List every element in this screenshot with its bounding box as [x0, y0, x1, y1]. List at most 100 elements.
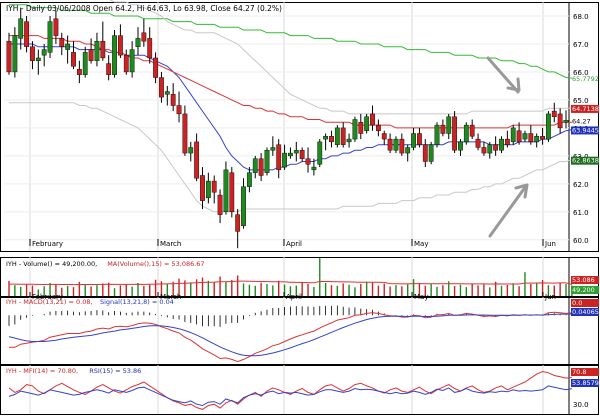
candle-body — [71, 52, 76, 67]
value-tag — [571, 126, 599, 135]
candle-body — [30, 46, 35, 61]
candle-body — [546, 113, 551, 140]
month-label: April — [286, 240, 302, 248]
month-label: May — [414, 240, 428, 248]
candle-body — [141, 32, 147, 42]
candle-body — [469, 124, 475, 137]
month-label: March — [160, 240, 181, 248]
candle-body — [211, 180, 217, 193]
annotation-arrowhead — [523, 183, 529, 199]
value-tag-text: 63.9445 — [572, 126, 599, 134]
volume-panel: IYH - Volume() = 49,200.00, MA(Volume(),1… — [0, 257, 599, 301]
candle-body — [217, 194, 223, 215]
candle-body — [522, 133, 528, 140]
candle-body — [329, 136, 334, 143]
candle-body — [305, 158, 311, 165]
candle-body — [352, 119, 358, 140]
mfi-rsi-legend: IYH - MFI(14) = 70.80, — [6, 367, 78, 375]
candle-body — [311, 166, 317, 171]
candle-body — [194, 141, 200, 179]
value-tag — [571, 286, 599, 294]
volume-legend: MA(Volume(),15) = 53,086.67 — [107, 260, 204, 268]
candle-body — [264, 150, 270, 173]
candle-body — [59, 38, 65, 47]
candle-body — [153, 57, 158, 78]
value-tag-text: 53.086 — [572, 276, 595, 284]
annotation-arrowhead — [514, 183, 529, 190]
candle-body — [364, 116, 370, 131]
indicator-line-rsi — [8, 385, 572, 407]
annotation-arrowhead — [506, 86, 521, 92]
candle-body — [563, 120, 569, 123]
value-tag — [571, 379, 599, 387]
candle-body — [458, 141, 463, 151]
candle-body — [534, 136, 540, 143]
candle-body — [6, 40, 12, 73]
candle-body — [176, 105, 182, 115]
candle-body — [88, 49, 94, 61]
candle-body — [387, 138, 393, 151]
y-tick-label: 30.0 — [573, 401, 589, 409]
candle-body — [129, 49, 135, 73]
y-tick-label: 62.0 — [573, 181, 589, 189]
candle-body — [510, 127, 516, 143]
candle-body — [276, 144, 282, 171]
value-tag-text: 64.27 — [572, 117, 591, 125]
value-tag-text: 70.8 — [572, 368, 586, 376]
candle-body — [528, 133, 534, 143]
candle-body — [18, 18, 24, 39]
y-tick-label: 60.0 — [573, 237, 589, 245]
value-tag-text: 0.040650 — [572, 308, 600, 316]
candle-body — [258, 158, 264, 176]
candle-body — [551, 110, 557, 117]
candle-body — [516, 130, 522, 143]
candle-body — [481, 147, 487, 154]
candle-body — [411, 133, 416, 148]
candle-body — [188, 147, 194, 154]
annotation-arrow-up — [488, 184, 528, 238]
candle-body — [147, 38, 153, 59]
y-tick-label: 66.0 — [573, 69, 589, 77]
candle-body — [182, 113, 188, 154]
candle-body — [346, 138, 352, 143]
candle-body — [229, 172, 235, 213]
y-tick-label: 61.0 — [573, 209, 589, 217]
candle-body — [270, 147, 276, 151]
candle-body — [200, 175, 205, 201]
candle-body — [370, 113, 375, 126]
candle-body — [112, 35, 117, 75]
overlay-line-ma_long — [9, 4, 572, 79]
chart-header: IYH - Daily 03/06/2008 Open 64.2, Hi 64.… — [6, 4, 282, 13]
candle-body — [24, 21, 29, 47]
candle-body — [487, 144, 493, 154]
candle-body — [340, 127, 346, 145]
candle-body — [106, 63, 112, 75]
candle-body — [241, 186, 246, 227]
candle-body — [123, 54, 129, 73]
candle-body — [540, 136, 545, 140]
candle-body — [428, 144, 434, 162]
value-tag — [571, 368, 599, 376]
value-tag — [571, 308, 599, 316]
candle-body — [499, 138, 504, 151]
candle-body — [434, 124, 440, 145]
candle-body — [65, 43, 71, 50]
candle-body — [317, 141, 323, 165]
candle-body — [135, 38, 141, 47]
candle-body — [246, 172, 252, 187]
candle-body — [452, 116, 457, 151]
candle-body — [53, 18, 59, 36]
value-tag — [571, 156, 599, 165]
overlay-line-band_lower — [9, 102, 573, 213]
y-tick-label: 65.0 — [573, 97, 589, 105]
candle-body — [235, 214, 241, 232]
candle-body — [223, 169, 229, 213]
candle-body — [463, 124, 469, 143]
candle-body — [94, 40, 100, 61]
candle-body — [393, 138, 399, 151]
candle-body — [35, 57, 41, 61]
value-tag-text: 0.0 — [572, 299, 582, 307]
candle-body — [422, 144, 428, 162]
candle-body — [358, 122, 364, 134]
panel-border — [0, 297, 599, 365]
